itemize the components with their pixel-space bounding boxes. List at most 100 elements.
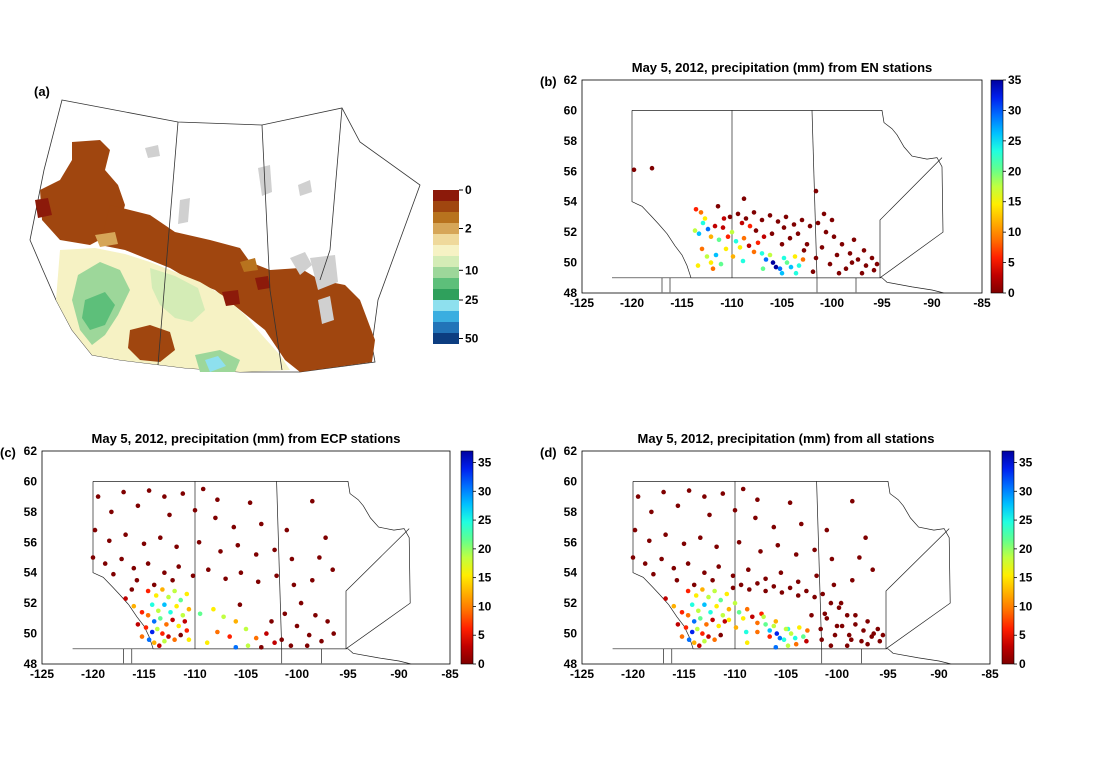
panel-b-xtick: -100 [820,296,844,310]
station-point [143,625,149,630]
panel-c: (c) May 5, 2012, precipitation (mm) from … [0,431,492,681]
station-point [751,210,757,215]
station-point [732,508,738,513]
station-point [727,214,733,220]
station-point [274,573,279,579]
panel-b: (b) May 5, 2012, precipitation (mm) from … [540,60,1022,310]
station-point [172,588,177,594]
panel-d-colorbar-label: 20 [1019,542,1033,556]
station-point [729,229,735,235]
legend-a-label: 10 [465,263,479,277]
station-point [121,489,126,495]
legend-a-swatch [433,234,459,245]
station-point [746,243,752,249]
station-point [809,613,814,618]
panel-d-us-border [612,648,952,665]
station-point [237,602,243,607]
panel-d-xtick: -115 [672,667,696,681]
station-point [145,588,151,594]
station-point [233,619,239,624]
station-point [812,594,817,600]
panel-c-xtick: -105 [234,667,258,681]
station-point [741,235,747,241]
station-point [221,614,226,620]
station-point [853,622,858,627]
legend-a-label: 25 [465,293,479,307]
panel-b-xtick: -85 [973,296,991,310]
station-point [186,606,192,612]
station-point [282,611,288,617]
station-point [779,242,785,247]
panel-d-xtick: -100 [825,667,849,681]
station-point [696,231,702,236]
station-point [186,637,192,642]
panel-b-colorbar-label: 10 [1008,225,1022,239]
station-point [787,585,793,591]
panel-c-xtick: -115 [132,667,156,681]
station-point [243,626,249,632]
station-point [813,255,819,261]
panel-d: (d) May 5, 2012, precipitation (mm) from … [540,431,1033,681]
station-point [832,632,838,638]
station-point [844,643,850,648]
station-point [839,623,845,629]
station-point [192,508,198,513]
station-point [755,497,760,503]
station-point [810,269,816,275]
station-point [170,617,175,623]
panel-b-ytick: 48 [564,286,578,300]
station-point [759,217,765,223]
station-point [793,641,799,647]
station-point [827,261,833,267]
station-point [724,591,730,597]
station-point [200,486,206,492]
station-point [702,602,707,607]
station-point [697,643,702,648]
station-point [162,494,167,499]
station-point [330,567,336,572]
legend-a-swatch [433,267,459,278]
station-point [850,498,855,504]
panel-b-xtick: -125 [570,296,594,310]
station-point [712,588,717,594]
station-point [710,617,715,623]
station-point [735,211,741,217]
station-point [760,266,766,272]
station-point [129,587,135,592]
panel-d-xtick: -85 [981,667,999,681]
panel-b-xtick: -90 [923,296,941,310]
panel-c-xtick: -110 [183,667,207,681]
station-point [155,626,160,632]
panel-d-colorbar-label: 10 [1019,599,1033,613]
station-point [184,591,190,597]
station-point [259,645,264,650]
station-point [849,637,854,642]
station-point [317,555,322,560]
legend-a-swatch [433,311,459,322]
station-point [741,196,747,201]
legend-a-swatch [433,300,459,311]
station-point [642,561,648,566]
station-point [164,622,169,627]
station-point [698,210,704,215]
station-point [702,494,707,499]
station-point [820,591,825,597]
station-point [736,540,742,545]
station-point [141,541,147,547]
panel-d-xtick: -110 [723,667,747,681]
station-point [174,603,179,609]
station-point [755,581,760,586]
station-point [801,634,806,639]
station-point [247,500,253,506]
station-point [730,585,736,591]
station-point [823,229,829,235]
station-point [819,637,824,642]
station-point [702,216,708,221]
station-point [777,635,783,641]
station-point [828,600,834,606]
station-point [702,638,707,644]
station-point [708,234,714,239]
station-point [775,543,781,548]
panel-d-boundary [816,481,823,649]
station-point [747,223,753,229]
